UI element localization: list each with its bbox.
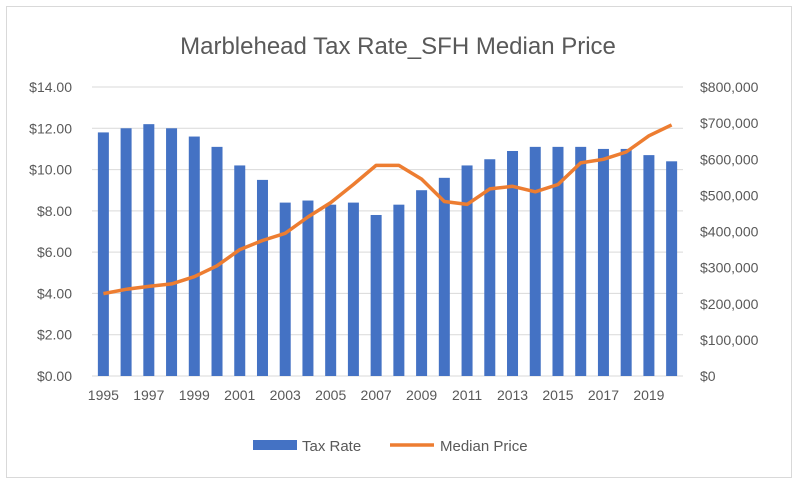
x-axis-tick-label: 2007: [361, 387, 392, 403]
bar-tax-rate-2008: [393, 204, 405, 376]
x-axis-tick-label: 1999: [179, 387, 210, 403]
x-axis-labels: 1995 1997 1999 2001 2003 2005 2007 2009 2011 2013…: [88, 387, 665, 403]
right-axis-tick-label: $200,000: [700, 296, 759, 312]
left-axis-tick-label: $0.00: [37, 368, 72, 384]
bar-series: [97, 124, 678, 377]
x-axis-tick-label: 2015: [542, 387, 573, 403]
x-axis-tick-label: 2001: [224, 387, 255, 403]
right-axis-tick-label: $400,000: [700, 224, 759, 240]
legend-swatch-tax-rate: [253, 440, 297, 450]
x-axis-tick-label: 2003: [270, 387, 301, 403]
legend: Tax Rate Median Price: [253, 438, 528, 455]
x-axis-tick-label: 2013: [497, 387, 528, 403]
bar-tax-rate-2010: [438, 177, 450, 376]
x-axis-tick-label: 2019: [633, 387, 664, 403]
bar-tax-rate-2011: [461, 165, 473, 376]
right-axis-labels: $0 $100,000 $200,000 $300,000 $400,000 $500,0…: [700, 79, 759, 384]
x-axis-tick-label: 2005: [315, 387, 346, 403]
bar-tax-rate-2001: [234, 165, 246, 376]
bar-tax-rate-2015: [552, 146, 564, 376]
bar-tax-rate-1999: [188, 136, 200, 376]
legend-label-median-price: Median Price: [440, 438, 528, 455]
right-axis-tick-label: $0: [700, 368, 716, 384]
right-axis-tick-label: $300,000: [700, 260, 759, 276]
bar-tax-rate-2013: [507, 150, 519, 376]
bar-tax-rate-2019: [643, 155, 655, 376]
bar-tax-rate-2004: [302, 200, 314, 376]
x-axis-tick-label: 1997: [133, 387, 164, 403]
right-axis-tick-label: $700,000: [700, 115, 759, 131]
chart-frame: [6, 6, 792, 478]
bar-tax-rate-2012: [484, 159, 496, 376]
bar-tax-rate-2002: [256, 179, 268, 376]
bar-tax-rate-2009: [416, 190, 428, 376]
bar-tax-rate-2006: [347, 202, 359, 376]
bar-tax-rate-2014: [529, 146, 541, 376]
left-axis-tick-label: $4.00: [37, 285, 72, 301]
bar-tax-rate-1996: [120, 128, 132, 376]
bar-tax-rate-2018: [620, 148, 632, 376]
bar-tax-rate-2017: [597, 148, 609, 376]
right-axis-tick-label: $600,000: [700, 151, 759, 167]
bar-tax-rate-2005: [325, 204, 337, 376]
right-axis-tick-label: $100,000: [700, 332, 759, 348]
right-axis-tick-label: $500,000: [700, 187, 759, 203]
left-axis-labels: $0.00 $2.00 $4.00 $6.00 $8.00 $10.00 $12.00 $14…: [29, 79, 72, 384]
left-axis-tick-label: $6.00: [37, 244, 72, 260]
bar-tax-rate-2000: [211, 146, 223, 376]
left-axis-tick-label: $10.00: [29, 162, 72, 178]
right-axis-tick-label: $800,000: [700, 79, 759, 95]
x-axis-tick-label: 2009: [406, 387, 437, 403]
bar-tax-rate-1998: [166, 128, 178, 376]
bar-tax-rate-1995: [97, 132, 109, 376]
bar-tax-rate-1997: [143, 124, 155, 377]
legend-label-tax-rate: Tax Rate: [302, 438, 361, 455]
x-axis-tick-label: 2017: [588, 387, 619, 403]
x-axis-tick-label: 2011: [452, 387, 482, 403]
left-axis-tick-label: $14.00: [29, 79, 72, 95]
median-price-line: [103, 123, 673, 296]
bar-tax-rate-2016: [575, 146, 587, 376]
bar-tax-rate-2007: [370, 214, 382, 376]
bar-tax-rate-2003: [279, 202, 291, 376]
x-axis-tick-label: 1995: [88, 387, 119, 403]
chart-title: Marblehead Tax Rate_SFH Median Price: [180, 33, 616, 60]
left-axis-tick-label: $8.00: [37, 203, 72, 219]
gridlines: [92, 86, 683, 377]
left-axis-tick-label: $12.00: [29, 120, 72, 136]
bar-tax-rate-2020: [666, 161, 678, 376]
left-axis-tick-label: $2.00: [37, 327, 72, 343]
